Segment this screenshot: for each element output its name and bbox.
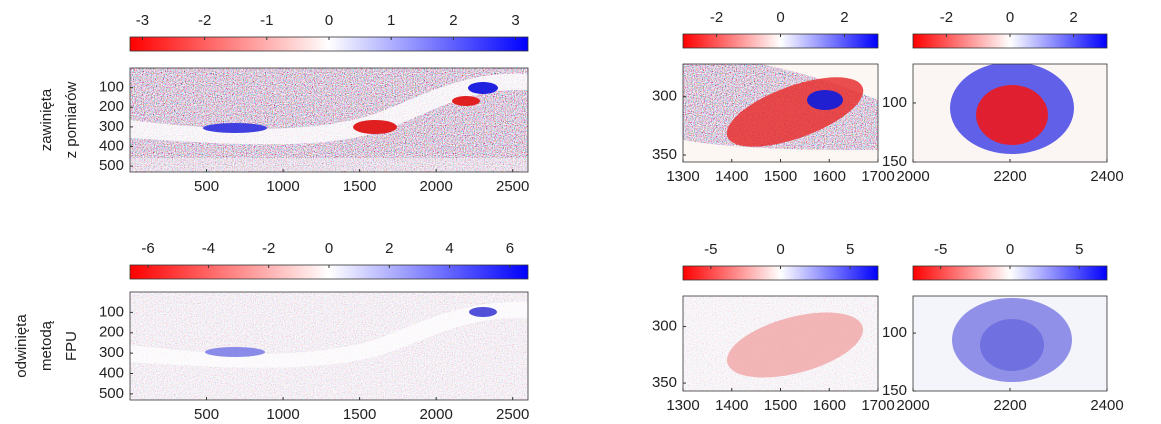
y-tick-label: 300 [99,344,124,361]
image-frame [129,291,529,401]
x-tick-label: 2400 [1090,397,1123,414]
y-tick-label: 150 [882,153,907,170]
x-tick-label: 2200 [993,397,1026,414]
y-axis-label: odwinięta [13,314,30,378]
x-tick-label: 2000 [419,406,452,419]
y-tick-label: 300 [652,318,677,335]
colorbar-tick-label: 0 [776,241,784,258]
x-tick-label: 2500 [496,406,529,419]
x-tick-label: 1000 [266,406,299,419]
y-tick-label: 350 [652,374,677,391]
colorbar-tick-label: -4 [202,240,215,257]
colorbar-tick-label: -5 [934,241,947,258]
colorbar-tick-label: 2 [840,9,848,26]
x-tick-label: 1300 [666,397,699,414]
colorbar-tick-label: 2 [1069,9,1077,26]
y-tick-label: 300 [99,118,124,135]
colorbar-tick-label: 0 [325,12,333,29]
colorbar-tick-label: -3 [136,12,149,29]
y-tick-label: 200 [99,324,124,341]
colorbar-tick-label: -2 [940,9,953,26]
y-tick-label: 500 [99,385,124,402]
y-tick-label: 350 [652,146,677,163]
colorbar-tick-label: 5 [846,241,854,258]
x-tick-label: 1500 [343,406,376,419]
x-tick-label: 2400 [1090,168,1123,185]
y-tick-label: 300 [652,88,677,105]
x-tick-label: 1500 [764,397,797,414]
colorbar-tick-label: -6 [141,240,154,257]
colorbar-tick-label: 1 [387,12,395,29]
x-tick-label: 1700 [861,168,894,185]
colorbar-tick-label: 2 [385,240,393,257]
x-tick-label: 2000 [896,168,929,185]
x-tick-label: 1500 [343,178,376,195]
x-tick-label: 1600 [813,397,846,414]
y-axis-label: zawinięta [38,88,55,151]
x-tick-label: 1500 [764,168,797,185]
colorbar-tick-label: -2 [198,12,211,29]
image-frame [129,67,529,173]
colorbar-tick-label: 2 [449,12,457,29]
x-tick-label: 1400 [715,397,748,414]
x-tick-label: 2200 [993,168,1026,185]
y-axis-label: z pomiarów [63,81,80,158]
colorbar-tick-label: 0 [325,240,333,257]
image-texture [130,64,1107,400]
x-tick-label: 500 [194,406,219,419]
colorbar-tick-label: -2 [710,9,723,26]
y-tick-label: 150 [882,382,907,399]
y-tick-label: 200 [99,98,124,115]
x-tick-label: 1400 [715,168,748,185]
y-axis-label: FPU [63,331,80,361]
colorbar-tick-label: 0 [1006,9,1014,26]
y-tick-label: 500 [99,157,124,174]
colorbar-tick-label: -5 [704,241,717,258]
colorbar-tick-label: 6 [506,240,514,257]
colorbar-tick-label: 5 [1075,241,1083,258]
colorbar-tick-label: 0 [776,9,784,26]
y-tick-label: 400 [99,364,124,381]
colorbar-tick-label: -2 [262,240,275,257]
colorbar-tick-label: 3 [511,12,519,29]
x-tick-label: 1300 [666,168,699,185]
y-tick-label: 400 [99,137,124,154]
x-tick-label: 500 [194,178,219,195]
x-tick-label: 2500 [496,178,529,195]
y-tick-label: 100 [99,303,124,320]
colorbar-tick-label: -1 [260,12,273,29]
y-tick-label: 100 [882,94,907,111]
x-tick-label: 1700 [861,397,894,414]
colorbar-tick-label: 4 [445,240,453,257]
x-tick-label: 1000 [266,178,299,195]
y-tick-label: 100 [882,324,907,341]
x-tick-label: 2000 [896,397,929,414]
colorbar-tick-label: 0 [1006,241,1014,258]
y-axis-label: metodą [38,320,55,371]
x-tick-label: 1600 [813,168,846,185]
y-tick-label: 100 [99,79,124,96]
x-tick-label: 2000 [419,178,452,195]
